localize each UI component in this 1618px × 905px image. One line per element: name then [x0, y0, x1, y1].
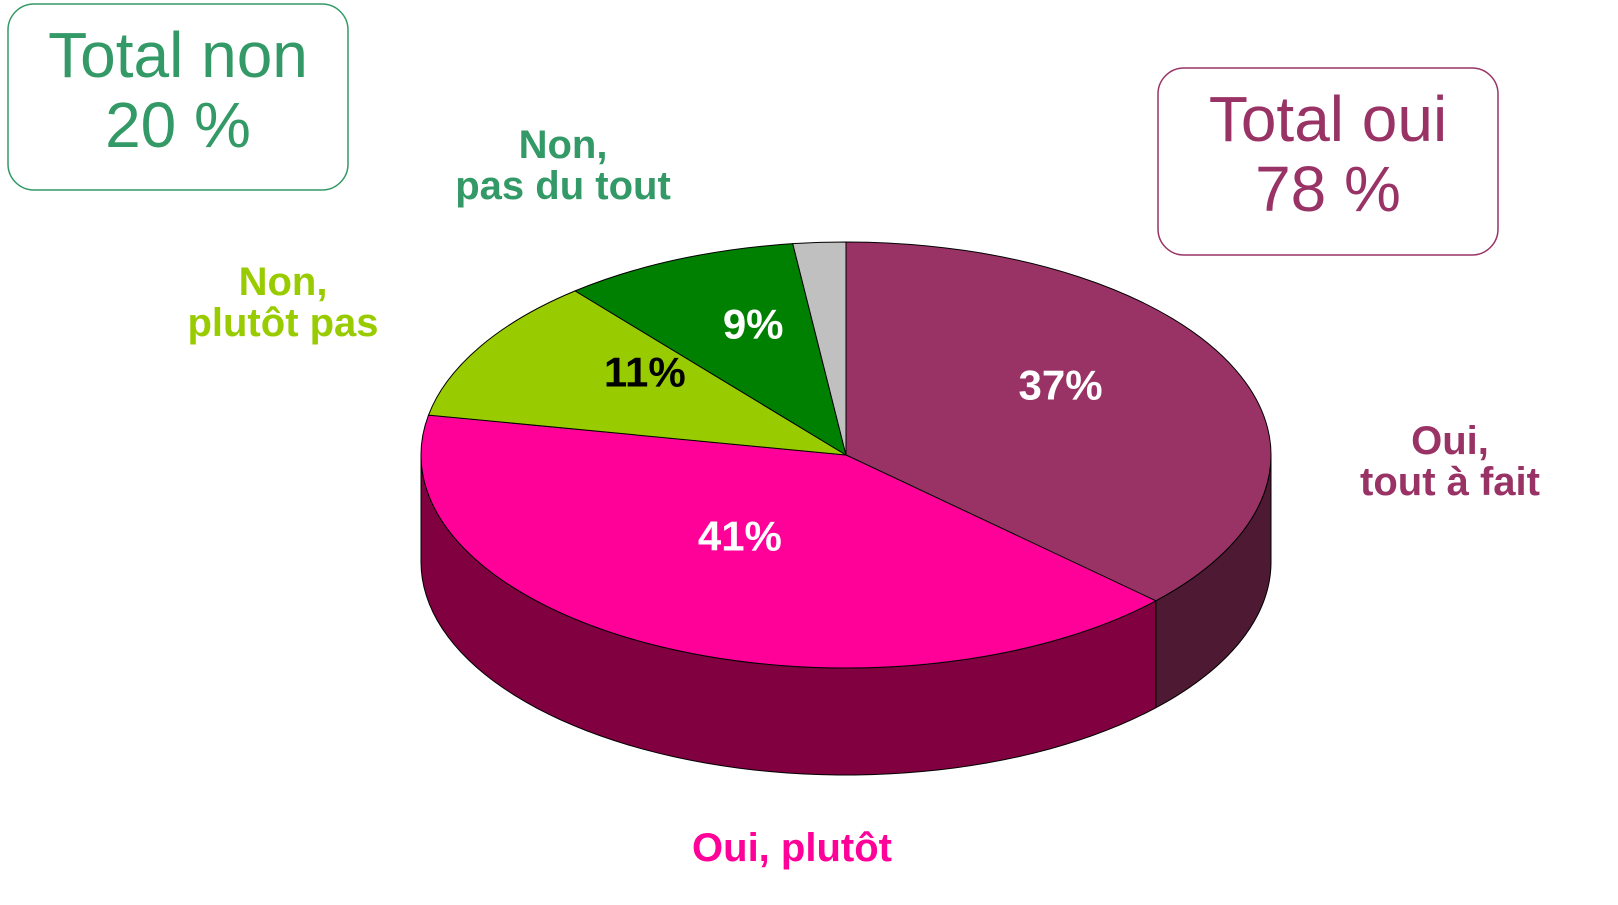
value-label: 9% — [723, 301, 784, 348]
slice — [420, 414, 1157, 669]
value-label: 41% — [698, 512, 782, 559]
value-label: 37% — [1018, 362, 1102, 409]
total-value: 78 % — [1255, 153, 1401, 225]
total-value: 20 % — [105, 89, 251, 161]
slice — [845, 241, 1272, 602]
category-label: Non, pas du tout — [455, 123, 671, 208]
category-label: Non, plutôt pas — [187, 260, 378, 345]
value-label: 11% — [604, 348, 686, 395]
slice — [573, 243, 847, 457]
total-title: Total non — [48, 19, 308, 91]
slice — [792, 241, 847, 456]
slice — [427, 290, 847, 456]
total-box — [1157, 67, 1499, 256]
total-title: Total oui — [1209, 83, 1447, 155]
total-box — [7, 3, 349, 191]
category-label: Oui, tout à fait — [1360, 419, 1540, 504]
category-label: Oui, plutôt — [692, 826, 892, 870]
